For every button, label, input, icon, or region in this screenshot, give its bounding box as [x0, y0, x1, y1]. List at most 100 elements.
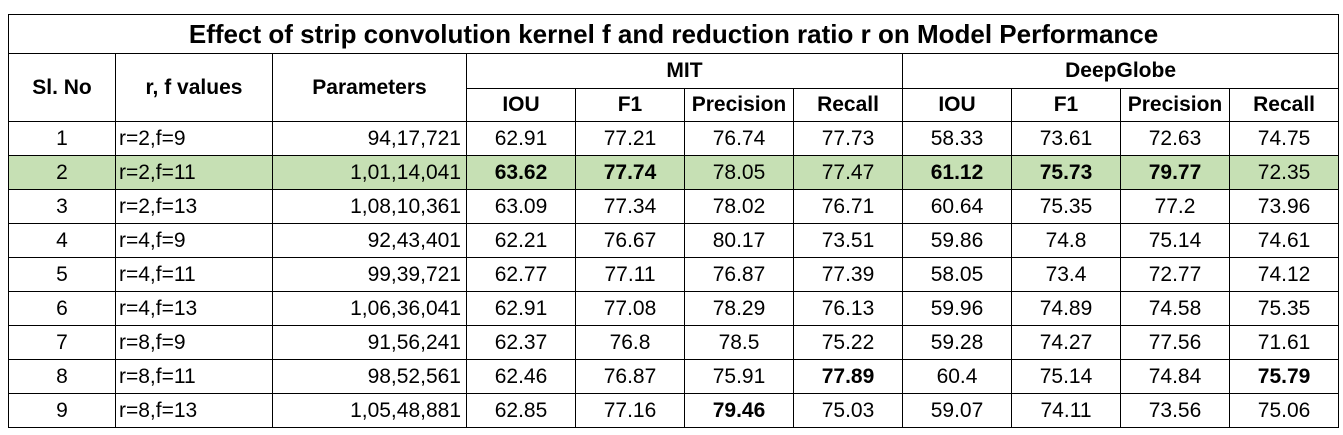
- cell-deepglobe-iou: 58.33: [902, 121, 1012, 156]
- cell-mit-iou: 62.91: [466, 291, 576, 326]
- cell-mit-precision: 78.29: [684, 291, 794, 326]
- cell-sl-no: 7: [8, 325, 116, 360]
- cell-deepglobe-recall: 72.35: [1228, 155, 1340, 190]
- cell-deepglobe-recall: 71.61: [1228, 325, 1340, 360]
- cell-deepglobe-precision: 74.58: [1120, 291, 1230, 326]
- table-row: 6 r=4,f=13 1,06,36,041 62.91 77.08 78.29 76.13…: [8, 291, 1340, 326]
- cell-deepglobe-iou: 60.4: [902, 359, 1012, 394]
- cell-mit-f1: 77.74: [575, 155, 685, 190]
- cell-sl-no: 8: [8, 359, 116, 394]
- cell-mit-iou: 62.21: [466, 223, 576, 258]
- cell-sl-no: 1: [8, 121, 116, 156]
- cell-mit-recall: 77.73: [793, 121, 903, 156]
- cell-mit-recall: 76.71: [793, 189, 903, 224]
- cell-parameters: 1,08,10,361: [272, 189, 467, 224]
- cell-mit-recall: 73.51: [793, 223, 903, 258]
- cell-mit-f1: 76.87: [575, 359, 685, 394]
- cell-mit-precision: 79.46: [684, 393, 794, 428]
- header-parameters: Parameters: [272, 53, 467, 122]
- cell-deepglobe-iou: 60.64: [902, 189, 1012, 224]
- cell-mit-recall: 76.13: [793, 291, 903, 326]
- cell-mit-precision: 78.02: [684, 189, 794, 224]
- header-mit-recall: Recall: [793, 88, 903, 122]
- header-sl-no: Sl. No: [8, 53, 116, 122]
- cell-mit-f1: 76.8: [575, 325, 685, 360]
- table-row: 4 r=4,f=9 92,43,401 62.21 76.67 80.17 73.51 59.…: [8, 223, 1340, 258]
- cell-parameters: 92,43,401: [272, 223, 467, 258]
- cell-deepglobe-f1: 74.11: [1011, 393, 1121, 428]
- cell-mit-precision: 76.87: [684, 257, 794, 292]
- header-group-deepglobe: DeepGlobe: [901, 53, 1340, 89]
- cell-parameters: 99,39,721: [272, 257, 467, 292]
- table-row: 1 r=2,f=9 94,17,721 62.91 77.21 76.74 77.73 58.…: [8, 121, 1340, 156]
- cell-deepglobe-iou: 58.05: [902, 257, 1012, 292]
- cell-mit-iou: 63.62: [466, 155, 576, 190]
- header-deepglobe-f1: F1: [1011, 88, 1121, 122]
- cell-mit-iou: 62.91: [466, 121, 576, 156]
- cell-deepglobe-precision: 74.84: [1120, 359, 1230, 394]
- table-row: 2 r=2,f=11 1,01,14,041 63.62 77.74 78.05 77.47…: [8, 155, 1340, 190]
- cell-deepglobe-recall: 73.96: [1228, 189, 1340, 224]
- header-mit-iou: IOU: [466, 88, 576, 122]
- table-row: 9 r=8,f=13 1,05,48,881 62.85 77.16 79.46 75.03…: [8, 393, 1340, 428]
- cell-deepglobe-precision: 75.14: [1120, 223, 1230, 258]
- table-container: Effect of strip convolution kernel f and…: [7, 14, 1340, 428]
- cell-sl-no: 4: [8, 223, 116, 258]
- cell-mit-precision: 78.05: [684, 155, 794, 190]
- results-table: Effect of strip convolution kernel f and…: [7, 14, 1340, 428]
- cell-deepglobe-precision: 79.77: [1120, 155, 1230, 190]
- cell-deepglobe-recall: 75.35: [1228, 291, 1340, 326]
- header-deepglobe-iou: IOU: [902, 88, 1012, 122]
- cell-deepglobe-f1: 74.27: [1011, 325, 1121, 360]
- cell-sl-no: 2: [8, 155, 116, 190]
- cell-deepglobe-f1: 75.73: [1011, 155, 1121, 190]
- cell-mit-f1: 77.21: [575, 121, 685, 156]
- cell-rf-values: r=2,f=13: [115, 189, 273, 224]
- cell-mit-recall: 77.89: [793, 359, 903, 394]
- cell-parameters: 94,17,721: [272, 121, 467, 156]
- cell-mit-iou: 62.37: [466, 325, 576, 360]
- cell-deepglobe-iou: 61.12: [902, 155, 1012, 190]
- table-body: 1 r=2,f=9 94,17,721 62.91 77.21 76.74 77.73 58.…: [8, 121, 1340, 428]
- cell-rf-values: r=8,f=9: [115, 325, 273, 360]
- cell-sl-no: 6: [8, 291, 116, 326]
- cell-mit-recall: 77.47: [793, 155, 903, 190]
- cell-mit-iou: 62.46: [466, 359, 576, 394]
- cell-sl-no: 9: [8, 393, 116, 428]
- cell-mit-recall: 75.03: [793, 393, 903, 428]
- cell-deepglobe-recall: 74.75: [1228, 121, 1340, 156]
- cell-deepglobe-recall: 74.12: [1228, 257, 1340, 292]
- table-title: Effect of strip convolution kernel f and…: [7, 14, 1340, 54]
- cell-deepglobe-f1: 74.8: [1011, 223, 1121, 258]
- cell-mit-iou: 63.09: [466, 189, 576, 224]
- cell-mit-f1: 77.34: [575, 189, 685, 224]
- cell-deepglobe-recall: 74.61: [1228, 223, 1340, 258]
- cell-deepglobe-recall: 75.06: [1228, 393, 1340, 428]
- cell-deepglobe-iou: 59.86: [902, 223, 1012, 258]
- cell-mit-iou: 62.85: [466, 393, 576, 428]
- cell-deepglobe-iou: 59.96: [902, 291, 1012, 326]
- header-mit-f1: F1: [575, 88, 685, 122]
- table-row: 8 r=8,f=11 98,52,561 62.46 76.87 75.91 77.89 60…: [8, 359, 1340, 394]
- cell-mit-precision: 80.17: [684, 223, 794, 258]
- table-row: 5 r=4,f=11 99,39,721 62.77 77.11 76.87 77.39 58…: [8, 257, 1340, 292]
- cell-rf-values: r=2,f=9: [115, 121, 273, 156]
- header-rf-values: r, f values: [115, 53, 273, 122]
- cell-deepglobe-precision: 72.63: [1120, 121, 1230, 156]
- header-mit-precision: Precision: [684, 88, 794, 122]
- cell-rf-values: r=4,f=11: [115, 257, 273, 292]
- cell-deepglobe-iou: 59.07: [902, 393, 1012, 428]
- cell-mit-precision: 75.91: [684, 359, 794, 394]
- cell-deepglobe-iou: 59.28: [902, 325, 1012, 360]
- cell-rf-values: r=8,f=11: [115, 359, 273, 394]
- cell-mit-f1: 76.67: [575, 223, 685, 258]
- cell-rf-values: r=4,f=9: [115, 223, 273, 258]
- cell-mit-precision: 78.5: [684, 325, 794, 360]
- table-row: 7 r=8,f=9 91,56,241 62.37 76.8 78.5 75.22 59.28…: [8, 325, 1340, 360]
- cell-mit-recall: 77.39: [793, 257, 903, 292]
- cell-parameters: 1,06,36,041: [272, 291, 467, 326]
- cell-sl-no: 3: [8, 189, 116, 224]
- cell-rf-values: r=2,f=11: [115, 155, 273, 190]
- header-deepglobe-recall: Recall: [1228, 88, 1340, 122]
- cell-parameters: 1,05,48,881: [272, 393, 467, 428]
